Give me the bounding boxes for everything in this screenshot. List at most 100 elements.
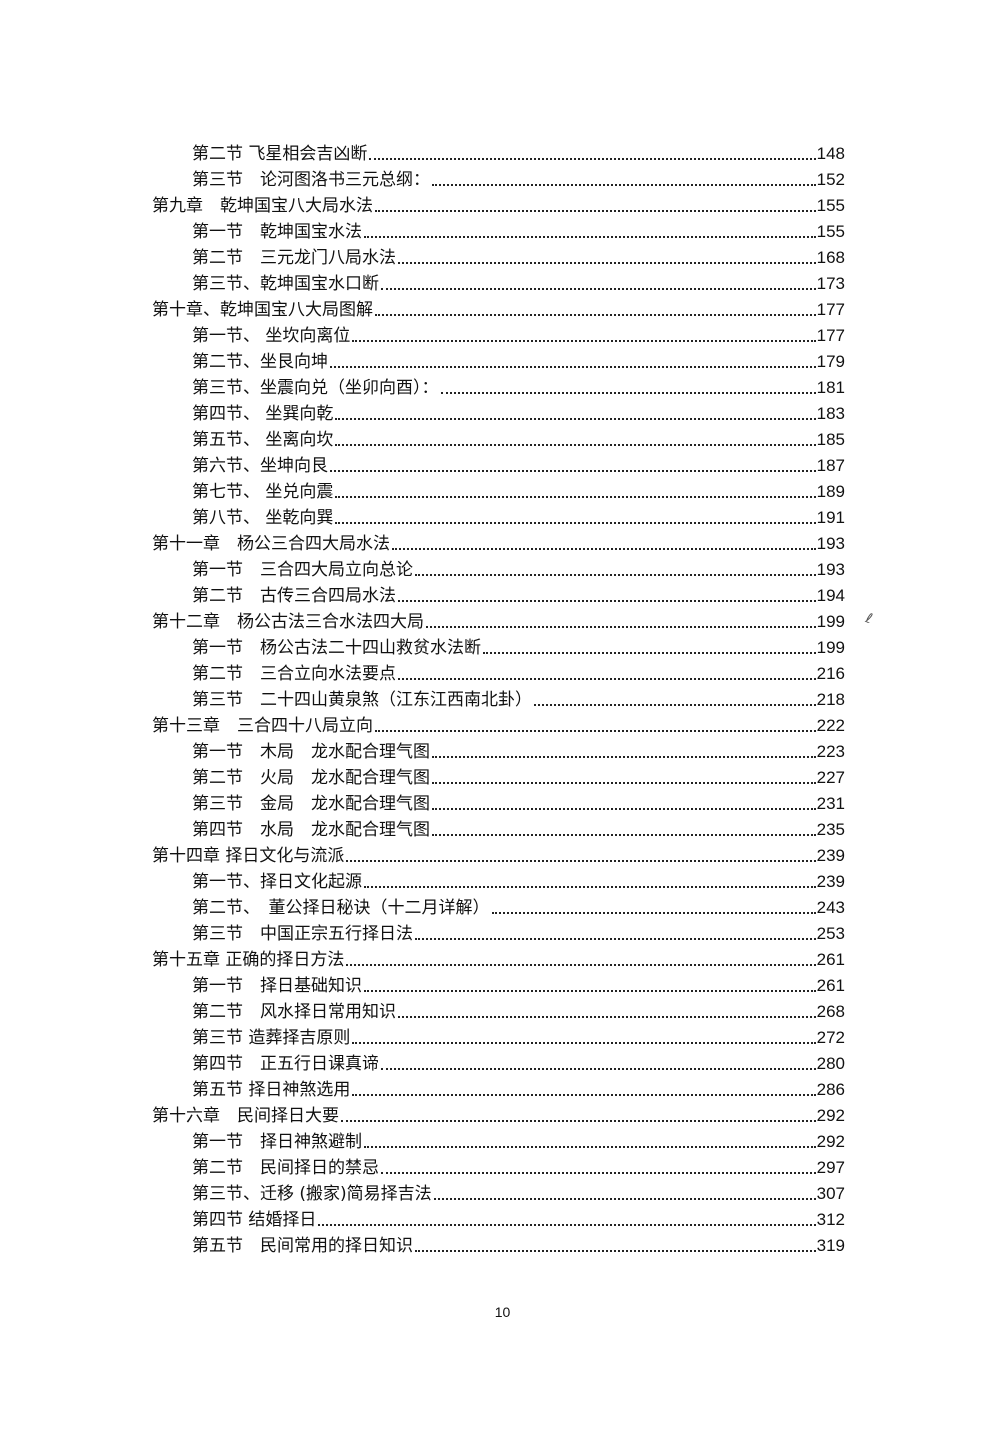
toc-section-entry[interactable]: 第一节、择日文化起源 239	[192, 867, 845, 893]
toc-section-entry[interactable]: 第二节 风水择日常用知识 268	[192, 997, 845, 1023]
toc-section-entry[interactable]: 第四节 水局 龙水配合理气图 235	[192, 815, 845, 841]
toc-section-entry[interactable]: 第一节 择日基础知识 261	[192, 971, 845, 997]
dot-leader	[534, 704, 816, 706]
toc-chapter-entry[interactable]: 第十四章 择日文化与流派 239	[152, 841, 845, 867]
toc-section-entry[interactable]: 第一节 木局 龙水配合理气图 223	[192, 737, 845, 763]
toc-section-entry[interactable]: 第六节、坐坤向艮 187	[192, 451, 845, 477]
toc-entry-title: 第一节 三合四大局立向总论	[192, 560, 413, 580]
toc-section-entry[interactable]: 第七节、 坐兑向震 189	[192, 477, 845, 503]
toc-entry-title: 第二节 民间择日的禁忌	[192, 1158, 379, 1178]
toc-section-entry[interactable]: 第二节 民间择日的禁忌 297	[192, 1153, 845, 1179]
toc-chapter-entry[interactable]: 第十一章 杨公三合四大局水法 193	[152, 529, 845, 555]
toc-section-entry[interactable]: 第二节、坐艮向坤 179	[192, 347, 845, 373]
toc-entry-title: 第六节、坐坤向艮	[192, 456, 328, 476]
dot-leader	[491, 912, 816, 914]
toc-section-entry[interactable]: 第三节 二十四山黄泉煞（江东江西南北卦） 218	[192, 685, 845, 711]
toc-section-entry[interactable]: 第四节 正五行日课真谛 280	[192, 1049, 845, 1075]
toc-entry-page: 272	[816, 1028, 845, 1047]
toc-entry-title: 第二节、 董公择日秘诀（十二月详解）	[192, 898, 490, 918]
dot-leader	[318, 1224, 816, 1226]
toc-entry-title: 第三节、乾坤国宝水口断	[192, 274, 379, 294]
toc-entry-page: 199	[816, 612, 845, 631]
toc-entry-title: 第九章 乾坤国宝八大局水法	[152, 196, 373, 216]
toc-entry-title: 第三节 二十四山黄泉煞（江东江西南北卦）	[192, 690, 532, 710]
dot-leader	[433, 1198, 816, 1200]
toc-chapter-entry[interactable]: 第十章、乾坤国宝八大局图解 177	[152, 295, 845, 321]
toc-entry-title: 第二节 三合立向水法要点	[192, 664, 396, 684]
toc-section-entry[interactable]: 第二节 古传三合四局水法 194	[192, 581, 845, 607]
toc-section-entry[interactable]: 第一节、 坐坎向离位 177	[192, 321, 845, 347]
dot-leader	[364, 236, 816, 238]
toc-section-entry[interactable]: 第一节 乾坤国宝水法 155	[192, 217, 845, 243]
toc-section-entry[interactable]: 第二节、 董公择日秘诀（十二月详解） 243	[192, 893, 845, 919]
toc-chapter-entry[interactable]: 第十二章 杨公古法三合水法四大局 199	[152, 607, 845, 633]
toc-section-entry[interactable]: 第一节 杨公古法二十四山救贫水法断 199	[192, 633, 845, 659]
dot-leader	[346, 860, 816, 862]
toc-section-entry[interactable]: 第一节 三合四大局立向总论 193	[192, 555, 845, 581]
toc-section-entry[interactable]: 第四节、 坐巽向乾 183	[192, 399, 845, 425]
toc-entry-page: 193	[816, 534, 845, 553]
toc-section-entry[interactable]: 第三节 中国正宗五行择日法 253	[192, 919, 845, 945]
toc-section-entry[interactable]: 第三节 金局 龙水配合理气图 231	[192, 789, 845, 815]
toc-entry-page: 185	[816, 430, 845, 449]
toc-section-entry[interactable]: 第五节、 坐离向坎 185	[192, 425, 845, 451]
toc-entry-title: 第三节 论河图洛书三元总纲：	[192, 170, 430, 190]
toc-entry-page: 179	[816, 352, 845, 371]
toc-section-entry[interactable]: 第八节、 坐乾向巽 191	[192, 503, 845, 529]
dot-leader	[335, 496, 816, 498]
toc-chapter-entry[interactable]: 第十五章 正确的择日方法 261	[152, 945, 845, 971]
toc-entry-page: 280	[816, 1054, 845, 1073]
toc-entry-title: 第十五章 正确的择日方法	[152, 950, 345, 970]
toc-section-entry[interactable]: 第三节、乾坤国宝水口断 173	[192, 269, 845, 295]
toc-chapter-entry[interactable]: 第十六章 民间择日大要 292	[152, 1101, 845, 1127]
toc-entry-page: 216	[816, 664, 845, 683]
dot-leader	[364, 1146, 816, 1148]
dot-leader	[432, 756, 816, 758]
toc-entry-title: 第四节 结婚择日	[192, 1210, 317, 1230]
toc-section-entry[interactable]: 第二节 三合立向水法要点 216	[192, 659, 845, 685]
toc-entry-page: 193	[816, 560, 845, 579]
dot-leader	[335, 418, 816, 420]
toc-entry-page: 173	[816, 274, 845, 293]
dot-leader	[432, 184, 816, 186]
toc-entry-page: 222	[816, 716, 845, 735]
toc-entry-page: 319	[816, 1236, 845, 1255]
toc-section-entry[interactable]: 第三节 论河图洛书三元总纲： 152	[192, 165, 845, 191]
toc-section-entry[interactable]: 第二节 火局 龙水配合理气图 227	[192, 763, 845, 789]
toc-section-entry[interactable]: 第一节 择日神煞避制 292	[192, 1127, 845, 1153]
dot-leader	[335, 522, 816, 524]
toc-entry-page: 191	[816, 508, 845, 527]
toc-section-entry[interactable]: 第三节 造葬择吉原则 272	[192, 1023, 845, 1049]
dot-leader	[375, 210, 816, 212]
toc-section-entry[interactable]: 第四节 结婚择日 312	[192, 1205, 845, 1231]
toc-entry-title: 第三节 中国正宗五行择日法	[192, 924, 413, 944]
toc-section-entry[interactable]: 第五节 择日神煞选用 286	[192, 1075, 845, 1101]
toc-entry-page: 243	[816, 898, 845, 917]
toc-section-entry[interactable]: 第五节 民间常用的择日知识 319	[192, 1231, 845, 1257]
toc-section-entry[interactable]: 第二节 三元龙门八局水法 168	[192, 243, 845, 269]
dot-leader	[375, 314, 816, 316]
toc-entry-page: 239	[816, 846, 845, 865]
toc-entry-page: 187	[816, 456, 845, 475]
dot-leader	[432, 834, 816, 836]
toc-entry-title: 第一节 择日基础知识	[192, 976, 362, 996]
toc-entry-title: 第二节 飞星相会吉凶断	[192, 144, 368, 164]
toc-entry-page: 152	[816, 170, 845, 189]
toc-entry-page: 261	[816, 976, 845, 995]
dot-leader	[415, 574, 816, 576]
toc-entry-title: 第二节、坐艮向坤	[192, 352, 328, 372]
toc-entry-title: 第四节 水局 龙水配合理气图	[192, 820, 430, 840]
dot-leader	[398, 262, 816, 264]
toc-entry-title: 第三节、坐震向兑（坐卯向酉）：	[192, 378, 439, 398]
toc-section-entry[interactable]: 第三节、迁移 (搬家)简易择吉法 307	[192, 1179, 845, 1205]
toc-section-entry[interactable]: 第二节 飞星相会吉凶断 148	[192, 139, 845, 165]
toc-chapter-entry[interactable]: 第十三章 三合四十八局立向 222	[152, 711, 845, 737]
dot-leader	[426, 626, 816, 628]
dot-leader	[364, 990, 816, 992]
toc-entry-title: 第三节 造葬择吉原则	[192, 1028, 351, 1048]
toc-entry-page: 155	[816, 222, 845, 241]
toc-entry-page: 194	[816, 586, 845, 605]
toc-chapter-entry[interactable]: 第九章 乾坤国宝八大局水法 155	[152, 191, 845, 217]
toc-section-entry[interactable]: 第三节、坐震向兑（坐卯向酉）： 181	[192, 373, 845, 399]
toc-entry-title: 第一节 木局 龙水配合理气图	[192, 742, 430, 762]
